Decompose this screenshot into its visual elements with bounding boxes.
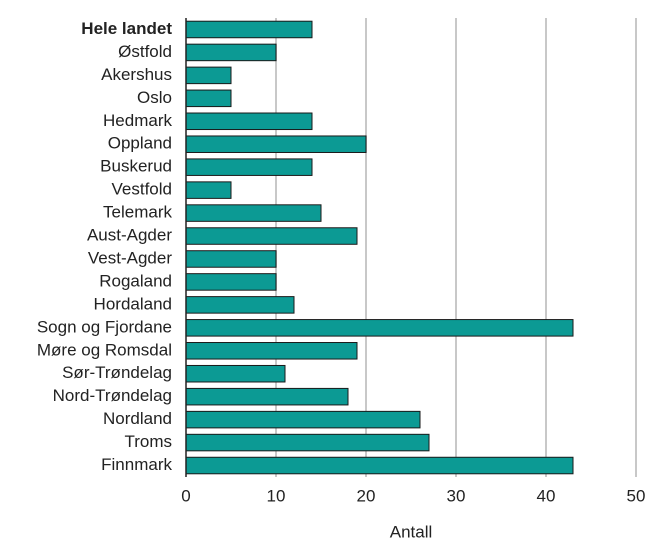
y-tick-label: Vestfold — [112, 180, 173, 199]
y-tick-label: Finnmark — [101, 455, 172, 474]
bar — [185, 319, 574, 337]
y-tick-label: Rogaland — [99, 271, 172, 290]
y-tick-label: Hordaland — [94, 294, 172, 313]
y-tick-label: Møre og Romsdal — [37, 340, 172, 359]
y-tick-label: Nordland — [103, 409, 172, 428]
y-tick-label: Aust-Agder — [87, 226, 172, 245]
bar — [185, 43, 277, 62]
bar — [185, 410, 421, 429]
x-tick-label: 40 — [537, 486, 556, 505]
x-axis-label: Antall — [390, 522, 433, 541]
y-tick-label: Oppland — [108, 134, 172, 153]
bar — [185, 342, 358, 360]
y-tick-label: Vest-Agder — [88, 248, 172, 267]
y-tick-label: Hedmark — [103, 111, 172, 130]
y-tick-label: Akershus — [101, 65, 172, 84]
bar — [185, 364, 286, 383]
x-tick-label: 30 — [447, 486, 466, 505]
bar — [185, 89, 232, 108]
y-tick-label: Sogn og Fjordane — [37, 317, 172, 336]
bar — [185, 456, 574, 475]
x-tick-label: 0 — [181, 486, 190, 505]
bar — [185, 250, 277, 268]
y-tick-label: Troms — [124, 432, 172, 451]
x-tick-label: 20 — [357, 486, 376, 505]
bar — [185, 135, 367, 153]
bar — [185, 273, 277, 291]
bar — [185, 66, 232, 85]
y-tick-label: Østfold — [118, 42, 172, 61]
bar — [185, 227, 358, 245]
bar — [185, 204, 322, 222]
y-tick-label: Telemark — [103, 203, 172, 222]
x-tick-label: 10 — [267, 486, 286, 505]
bar — [185, 296, 295, 314]
bar — [185, 387, 349, 406]
y-tick-label: Hele landet — [81, 19, 172, 38]
y-tick-label: Nord-Trøndelag — [53, 386, 172, 405]
y-tick-label: Oslo — [137, 88, 172, 107]
bar — [185, 181, 232, 199]
y-tick-label: Buskerud — [100, 157, 172, 176]
bar — [185, 158, 313, 176]
x-tick-label: 50 — [627, 486, 646, 505]
bar — [185, 20, 313, 39]
bar — [185, 112, 313, 131]
bar — [185, 433, 430, 452]
y-tick-label: Sør-Trøndelag — [62, 363, 172, 382]
